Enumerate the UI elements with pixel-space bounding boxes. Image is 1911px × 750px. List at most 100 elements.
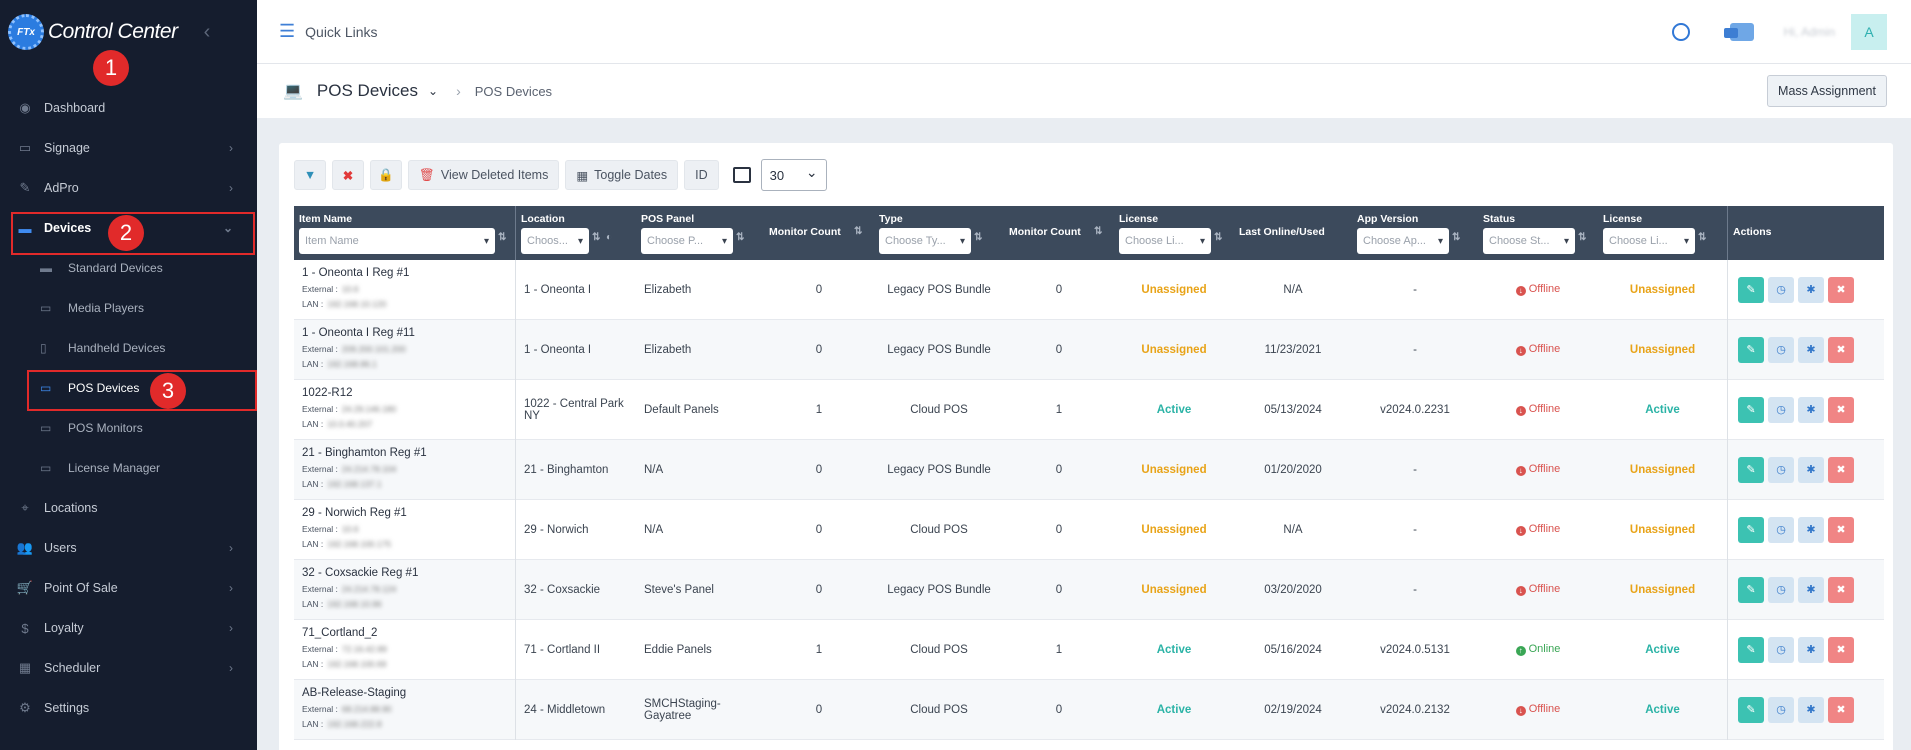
history-button[interactable]: ◷ [1768,516,1794,543]
col-pos-panel: POS Panel Choose P... ⇅ [636,206,764,260]
debug-button[interactable]: ✱ [1798,276,1824,303]
license-2-filter-select[interactable]: Choose Li... [1603,228,1695,254]
delete-button[interactable]: ✖ [1828,456,1854,483]
history-button[interactable]: ◷ [1768,276,1794,303]
view-deleted-button[interactable]: 🗑 View Deleted Items [408,160,560,190]
menu-icon[interactable]: ☰ [279,21,296,41]
delete-button[interactable]: ✖ [1828,636,1854,663]
toggle-dates-button[interactable]: ▦ Toggle Dates [565,160,679,190]
delete-button[interactable]: ✖ [1828,516,1854,543]
sidebar-item-users[interactable]: 👥 Users › [0,528,257,568]
item-name-link[interactable]: 21 - Binghamton Reg #1 [302,447,427,459]
history-button[interactable]: ◷ [1768,336,1794,363]
sort-icon[interactable]: ⇅ [1698,232,1707,243]
item-name-filter-input[interactable]: Item Name [299,228,495,254]
debug-button[interactable]: ✱ [1798,336,1824,363]
sort-icon[interactable]: ⇅ [498,232,507,243]
item-name-link[interactable]: 1 - Oneonta I Reg #1 [302,267,410,279]
delete-button[interactable]: ✖ [1828,576,1854,603]
debug-button[interactable]: ✱ [1798,396,1824,423]
license-2-label: Active [1645,403,1680,416]
page-title[interactable]: POS Devices [316,81,419,100]
type-filter-select[interactable]: Choose Ty... [879,228,971,254]
pos-panel-filter-select[interactable]: Choose P... [641,228,733,254]
cell-license: Unassigned [1141,523,1207,536]
sidebar-item-devices[interactable]: ▬ Devices ⌄ [0,208,257,248]
delete-button[interactable]: ✖ [1828,696,1854,723]
sidebar-item-dashboard[interactable]: ◉ Dashboard [0,88,257,128]
sidebar-subitem-pos-monitors[interactable]: ▭ POS Monitors [0,408,257,448]
history-button[interactable]: ◷ [1768,456,1794,483]
sidebar-subitem-license-manager[interactable]: ▭ License Manager [0,448,257,488]
cell-app-version: - [1413,283,1417,296]
lan-label: LAN : [302,659,324,669]
edit-button[interactable]: ✎ [1738,576,1764,603]
sort-icon[interactable]: ⇅ [592,232,601,243]
history-button[interactable]: ◷ [1768,696,1794,723]
debug-button[interactable]: ✱ [1798,696,1824,723]
sort-icon[interactable]: ⇅ [1094,226,1103,237]
sort-icon[interactable]: ⇅ [1452,232,1461,243]
page-size-select[interactable]: 30 [760,159,827,191]
item-name-link[interactable]: AB-Release-Staging [302,687,407,699]
debug-button[interactable]: ✱ [1798,516,1824,543]
collapse-sidebar-icon[interactable]: ‹ [203,20,211,43]
clear-filter-button[interactable]: ✖ [332,160,364,190]
edit-button[interactable]: ✎ [1738,396,1764,423]
license-filter-select[interactable]: Choose Li... [1119,228,1211,254]
edit-button[interactable]: ✎ [1738,636,1764,663]
breadcrumb: POS Devices [474,83,553,99]
search-icon[interactable] [1671,23,1690,41]
filter-button[interactable]: ▼ [294,160,326,190]
sort-icon[interactable]: ⇅ [974,232,983,243]
sort-icon[interactable]: ⇅ [736,232,745,243]
edit-button[interactable]: ✎ [1738,336,1764,363]
sidebar-item-point-of-sale[interactable]: 🛒 Point Of Sale › [0,568,257,608]
edit-button[interactable]: ✎ [1738,456,1764,483]
debug-button[interactable]: ✱ [1798,636,1824,663]
sidebar-item-locations[interactable]: ⌖ Locations [0,488,257,528]
sidebar-item-loyalty[interactable]: $ Loyalty › [0,608,257,648]
item-name-link[interactable]: 1022-R12 [302,387,353,399]
delete-button[interactable]: ✖ [1828,396,1854,423]
history-button[interactable]: ◷ [1768,576,1794,603]
id-button[interactable]: ID [684,160,719,190]
debug-button[interactable]: ✱ [1798,576,1824,603]
toggle-icon[interactable]: ◐ [606,232,613,243]
lock-button[interactable]: 🔒 [370,160,402,190]
item-name-link[interactable]: 32 - Coxsackie Reg #1 [302,567,419,579]
sort-icon[interactable]: ⇅ [854,226,863,237]
sort-icon[interactable]: ⇅ [1578,232,1587,243]
debug-button[interactable]: ✱ [1798,456,1824,483]
delete-button[interactable]: ✖ [1828,276,1854,303]
col-monitor-count-2-label: Monitor Count [1009,226,1081,238]
chat-icon[interactable] [1723,23,1754,41]
sidebar-item-settings[interactable]: ⚙ Settings [0,688,257,728]
item-name-link[interactable]: 29 - Norwich Reg #1 [302,507,407,519]
sidebar-subitem-pos-devices[interactable]: ▭ POS Devices [0,368,257,408]
sidebar-item-adpro[interactable]: ✎ AdPro › [0,168,257,208]
sidebar-item-signage[interactable]: ▭ Signage › [0,128,257,168]
item-name-link[interactable]: 71_Cortland_2 [302,627,378,639]
edit-button[interactable]: ✎ [1738,516,1764,543]
print-icon[interactable] [732,167,751,183]
edit-button[interactable]: ✎ [1738,276,1764,303]
sort-icon[interactable]: ⇅ [1214,232,1223,243]
item-name-link[interactable]: 1 - Oneonta I Reg #11 [302,327,415,339]
mass-assignment-button[interactable]: Mass Assignment [1767,75,1887,107]
location-filter-select[interactable]: Choos... [521,228,589,254]
chevron-down-icon[interactable]: ⌄ [428,84,439,98]
sidebar-subitem-handheld-devices[interactable]: ▯ Handheld Devices [0,328,257,368]
sidebar-item-scheduler[interactable]: ▦ Scheduler › [0,648,257,688]
delete-button[interactable]: ✖ [1828,336,1854,363]
history-button[interactable]: ◷ [1768,396,1794,423]
quick-links-label[interactable]: Quick Links [305,23,378,40]
sidebar-subitem-standard-devices[interactable]: ▬ Standard Devices [0,248,257,288]
app-version-filter-select[interactable]: Choose Ap... [1357,228,1449,254]
sidebar-subitem-media-players[interactable]: ▭ Media Players [0,288,257,328]
status-filter-select[interactable]: Choose St... [1483,228,1575,254]
pos-panel-line-1: N/A [644,463,664,476]
edit-button[interactable]: ✎ [1738,696,1764,723]
history-button[interactable]: ◷ [1768,636,1794,663]
avatar[interactable]: A [1851,14,1887,50]
